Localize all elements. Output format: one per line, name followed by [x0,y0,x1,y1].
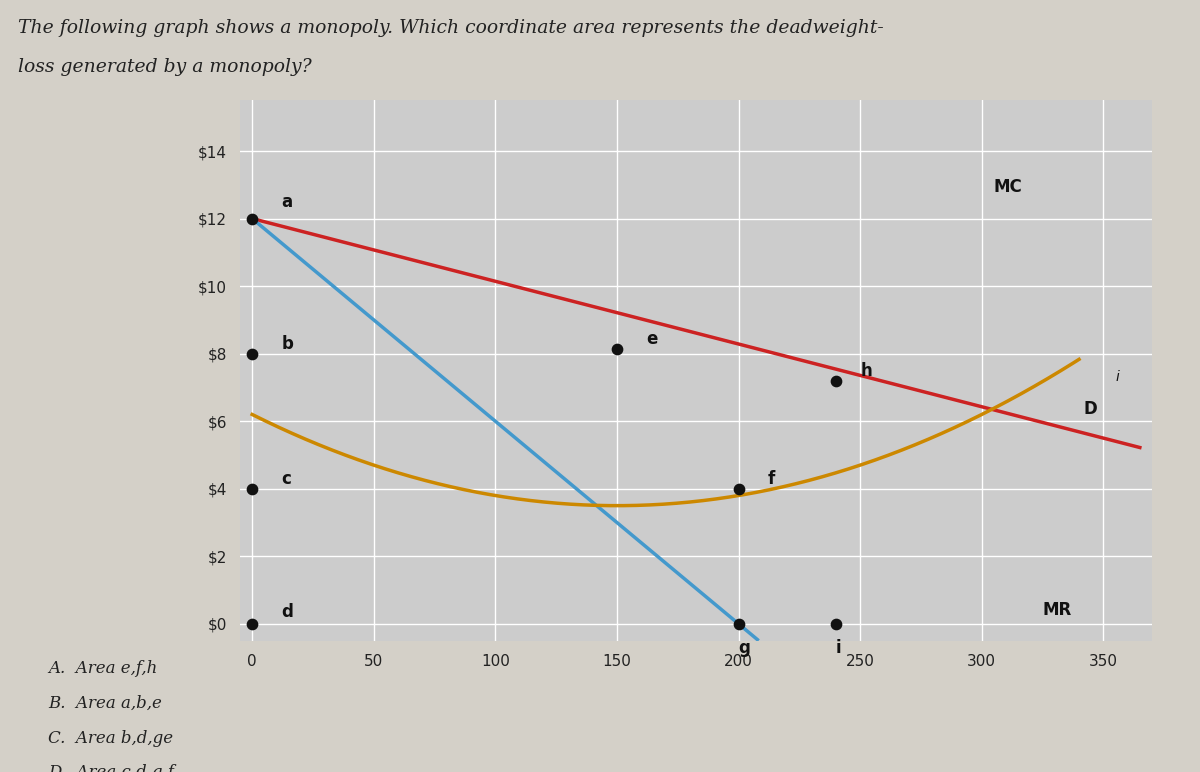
Text: D: D [1084,401,1098,418]
Text: A.  Area e,f,h: A. Area e,f,h [48,660,157,677]
Text: B.  Area a,b,e: B. Area a,b,e [48,695,162,712]
Text: MC: MC [994,178,1022,195]
Text: b: b [281,334,293,353]
Point [242,347,262,360]
Text: d: d [281,603,293,621]
Point [242,618,262,630]
Text: C.  Area b,d,ge: C. Area b,d,ge [48,730,173,747]
Text: g: g [738,638,750,656]
Text: i: i [836,638,841,656]
Text: h: h [860,361,872,380]
Point [242,482,262,495]
Point [728,482,748,495]
Text: i: i [1116,370,1120,384]
Point [728,618,748,630]
Point [827,374,846,387]
Text: D.  Area c,d,g,f: D. Area c,d,g,f [48,764,174,772]
Text: c: c [281,469,292,488]
Point [242,212,262,225]
Point [827,618,846,630]
Text: The following graph shows a monopoly. Which coordinate area represents the deadw: The following graph shows a monopoly. Wh… [18,19,883,37]
Point [607,343,626,355]
Text: loss generated by a monopoly?: loss generated by a monopoly? [18,58,312,76]
Text: f: f [768,469,775,488]
Text: a: a [281,193,293,211]
Text: e: e [646,330,658,348]
Text: MR: MR [1043,601,1072,619]
